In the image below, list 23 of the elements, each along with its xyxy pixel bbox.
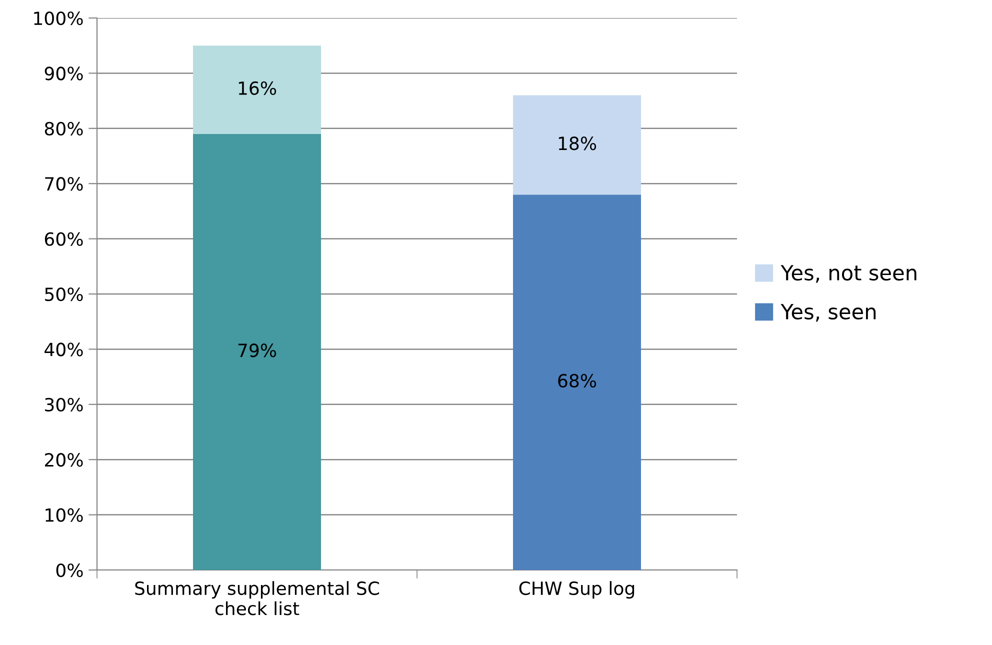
data-label: 68% [558,374,596,388]
legend-label: Yes, seen [780,304,876,322]
y-tick-label: 50% [45,287,83,302]
y-tick-label: 100% [34,11,83,26]
bar [193,134,321,570]
y-tick-label: 70% [45,177,83,191]
y-tick-label: 90% [44,66,83,80]
legend-label: Yes, not seen [780,265,916,283]
data-label: 16% [238,81,276,95]
x-tick-label: Summary supplemental SC check list [135,581,380,616]
y-tick-label: 40% [44,342,83,356]
y-tick-label: 30% [45,398,83,412]
bar [513,194,641,570]
bar [193,46,321,134]
y-tick-label: 20% [44,453,83,467]
y-tick-label: 10% [46,508,83,522]
y-tick-label: 60% [44,232,83,246]
data-label: 79% [238,344,276,358]
data-label: 18% [558,136,596,150]
y-tick-label: 0% [56,563,83,578]
x-tick-label: CHW Sup log [519,581,634,599]
bar [513,95,641,195]
y-tick-label: 80% [44,122,83,136]
